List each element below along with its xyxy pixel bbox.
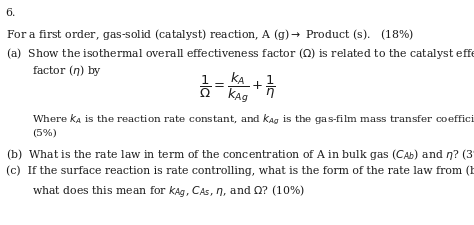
- Text: 6.: 6.: [6, 8, 16, 18]
- Text: (b)  What is the rate law in term of the concentration of A in bulk gas ($C_{Ab}: (b) What is the rate law in term of the …: [6, 147, 474, 162]
- Text: factor ($\eta$) by: factor ($\eta$) by: [32, 63, 102, 78]
- Text: what does this mean for $k_{Ag}$, $C_{As}$, $\eta$, and $\Omega$? (10%): what does this mean for $k_{Ag}$, $C_{As…: [32, 183, 305, 201]
- Text: For a first order, gas-solid (catalyst) reaction, A (g)$\rightarrow$ Product (s): For a first order, gas-solid (catalyst) …: [6, 27, 414, 42]
- Text: $\dfrac{1}{\Omega} = \dfrac{k_A}{k_{Ag}} + \dfrac{1}{\eta}$: $\dfrac{1}{\Omega} = \dfrac{k_A}{k_{Ag}}…: [199, 71, 275, 105]
- Text: Where $k_A$ is the reaction rate constant, and $k_{Ag}$ is the gas-film mass tra: Where $k_A$ is the reaction rate constan…: [32, 112, 474, 127]
- Text: (5%): (5%): [32, 128, 57, 137]
- Text: (a)  Show the isothermal overall effectiveness factor ($\Omega$) is related to t: (a) Show the isothermal overall effectiv…: [6, 46, 474, 61]
- Text: (c)  If the surface reaction is rate controlling, what is the form of the rate l: (c) If the surface reaction is rate cont…: [6, 165, 474, 176]
